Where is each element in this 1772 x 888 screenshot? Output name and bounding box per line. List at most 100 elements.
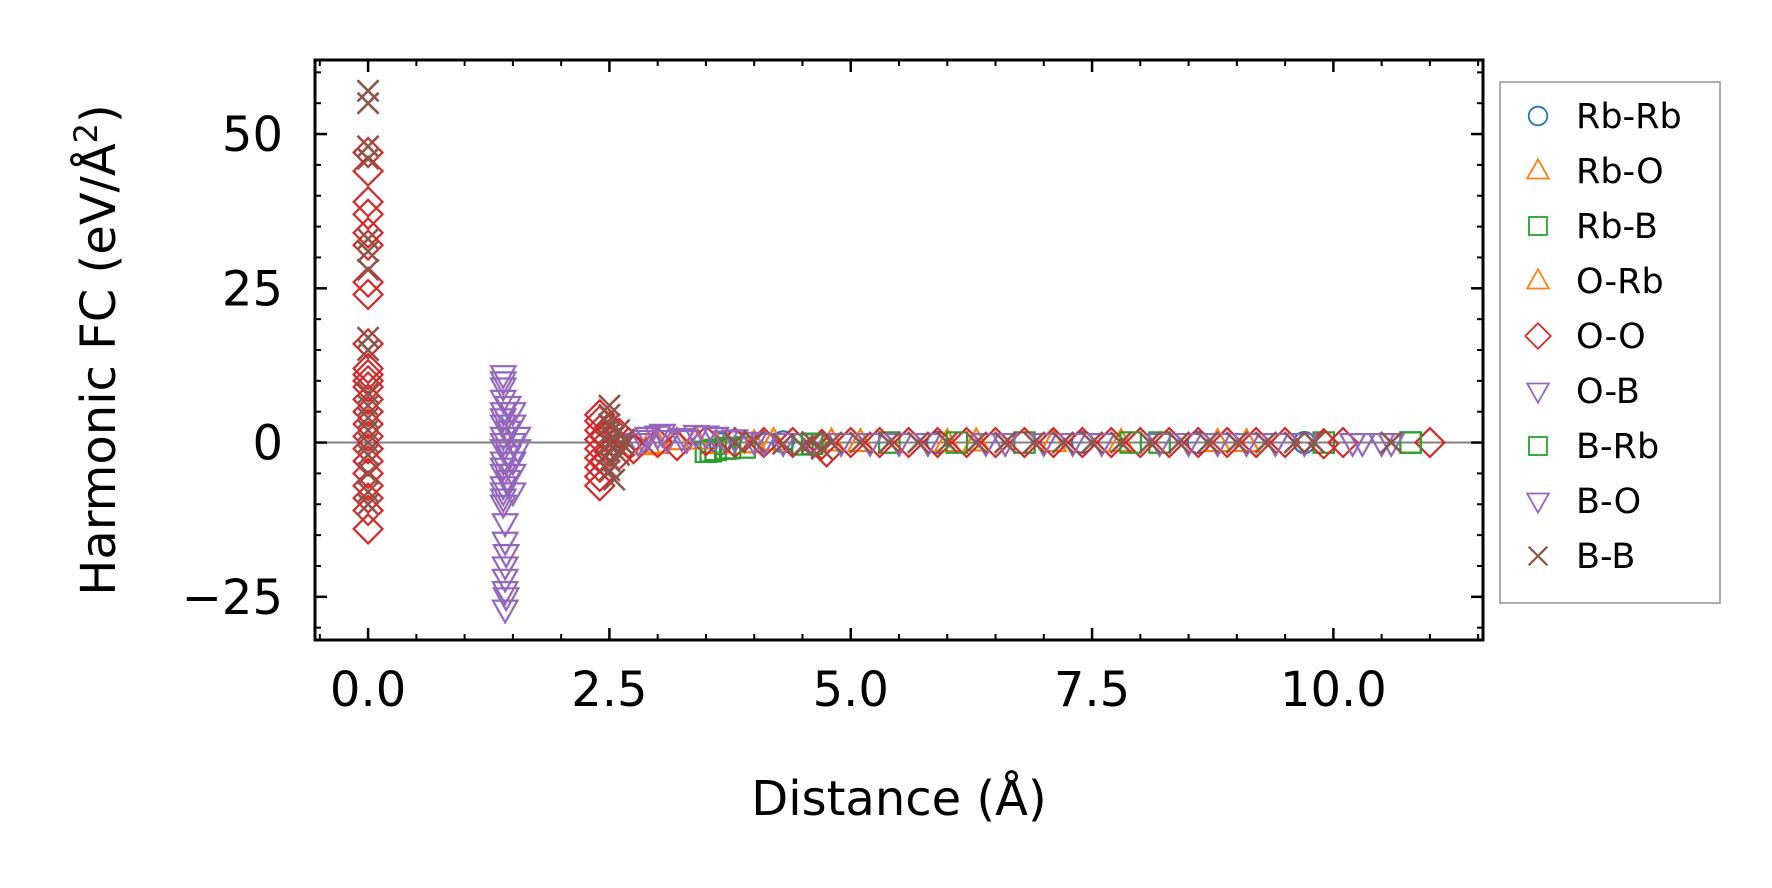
- data-point: [352, 494, 385, 527]
- data-point: [352, 266, 385, 299]
- legend-label: Rb-O: [1576, 152, 1664, 192]
- legend-item-o-b: O-B: [1525, 372, 1640, 412]
- data-point: [800, 430, 824, 454]
- data-point: [633, 426, 663, 452]
- data-point: [489, 377, 518, 403]
- data-point: [489, 432, 518, 459]
- x-tick-label: 2.5: [571, 662, 647, 718]
- legend-item-rb-rb: Rb-Rb: [1527, 97, 1682, 137]
- legend-item-b-b: B-B: [1527, 537, 1635, 577]
- x-tick-label: 7.5: [1054, 662, 1130, 718]
- data-point: [1080, 431, 1104, 455]
- legend-label: O-Rb: [1576, 262, 1664, 302]
- data-point: [612, 428, 636, 451]
- data-point: [352, 185, 385, 218]
- data-point: [356, 492, 380, 516]
- legend-box: [1499, 81, 1721, 604]
- data-point: [356, 338, 380, 362]
- data-point: [771, 432, 795, 456]
- y-tick-label: 25: [222, 261, 283, 317]
- data-point: [740, 431, 769, 457]
- data-point: [352, 512, 385, 545]
- data-point: [962, 426, 991, 452]
- data-point: [356, 91, 380, 115]
- data-point: [489, 457, 518, 483]
- legend-marker: [1528, 216, 1548, 236]
- data-point: [352, 198, 385, 231]
- data-point: [769, 432, 798, 459]
- data-point: [352, 358, 385, 391]
- data-point: [356, 239, 380, 263]
- y-tick-label: −25: [182, 570, 283, 626]
- data-point: [691, 425, 721, 451]
- data-point: [848, 431, 872, 455]
- legend-item-b-o: B-O: [1525, 482, 1641, 522]
- data-point: [352, 364, 385, 397]
- data-point: [979, 426, 1012, 459]
- data-point: [352, 278, 385, 311]
- data-point: [819, 431, 843, 455]
- data-point: [352, 445, 385, 478]
- x-tick-label: 5.0: [813, 662, 889, 718]
- series-b-b: [356, 79, 1403, 516]
- data-point: [356, 461, 380, 485]
- data-point: [492, 544, 521, 570]
- legend-label: B-Rb: [1576, 427, 1659, 467]
- data-point: [489, 482, 518, 508]
- data-point: [800, 432, 824, 456]
- data-point: [1196, 431, 1220, 455]
- data-point: [583, 398, 616, 431]
- data-point: [648, 423, 677, 449]
- y-axis-label-superscript: 2: [67, 123, 105, 143]
- legend-label: O-B: [1576, 372, 1640, 412]
- data-point: [653, 429, 682, 455]
- data-point: [1109, 431, 1133, 455]
- axes-layer: 0.0 2.5 5.0 7.5 10.0 −25 0 25 50: [182, 58, 1485, 718]
- data-point: [491, 599, 520, 625]
- data-point: [1302, 431, 1326, 455]
- data-point: [491, 531, 520, 557]
- data-point: [878, 431, 901, 454]
- data-point: [503, 439, 532, 465]
- y-axis-label: Harmonic FC (eV/Å2): [67, 104, 127, 596]
- data-point: [489, 494, 518, 520]
- data-point: [1399, 431, 1422, 454]
- data-point: [491, 568, 520, 594]
- y-axis-label-prefix: Harmonic FC (eV/Å: [70, 143, 127, 596]
- data-point: [667, 428, 696, 454]
- data-point: [1051, 431, 1075, 455]
- data-point: [498, 402, 528, 428]
- x-tick-label: 0.0: [330, 662, 406, 718]
- data-point: [489, 426, 518, 452]
- legend-label: Rb-Rb: [1576, 97, 1682, 137]
- legend-label: B-B: [1576, 537, 1635, 577]
- legend-item-rb-o: Rb-O: [1525, 152, 1664, 192]
- data-point: [597, 431, 621, 455]
- data-point: [1167, 431, 1191, 455]
- data-point: [493, 395, 523, 422]
- data-point: [1225, 431, 1249, 455]
- data-point: [352, 155, 385, 188]
- data-point: [993, 431, 1017, 455]
- y-tick-label: 0: [252, 416, 283, 472]
- x-tick-label: 10.0: [1280, 662, 1387, 718]
- data-point: [877, 431, 901, 455]
- data-point: [906, 431, 930, 455]
- legend-label: B-O: [1576, 482, 1641, 522]
- legend-marker: [1525, 492, 1551, 515]
- data-point: [597, 403, 621, 427]
- data-point: [742, 429, 766, 453]
- data-points-layer: [352, 79, 1446, 625]
- legend-item-rb-b: Rb-B: [1528, 207, 1658, 247]
- legend-marker: [1527, 545, 1549, 567]
- data-point: [1283, 431, 1307, 455]
- legend-label: O-O: [1576, 317, 1646, 357]
- data-point: [352, 457, 385, 490]
- x-axis-label: Distance (Å): [751, 770, 1046, 827]
- data-point: [491, 556, 520, 582]
- data-point: [489, 365, 518, 391]
- data-point: [602, 468, 626, 492]
- data-point: [1377, 432, 1406, 459]
- data-point: [489, 389, 518, 415]
